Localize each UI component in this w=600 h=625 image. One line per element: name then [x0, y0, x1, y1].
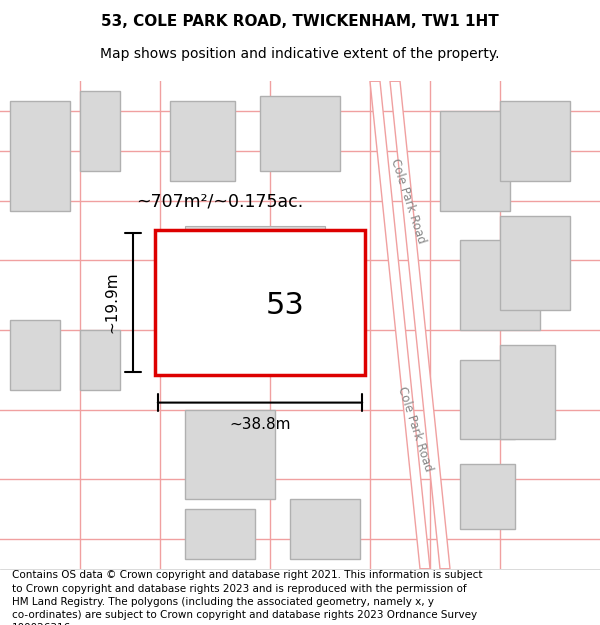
Bar [185, 409, 275, 499]
Text: ~38.8m: ~38.8m [229, 416, 291, 431]
Text: ~19.9m: ~19.9m [104, 272, 119, 333]
Bar [460, 241, 540, 330]
Text: Cole Park Road: Cole Park Road [395, 385, 435, 474]
Bar [460, 360, 515, 439]
Text: 53, COLE PARK ROAD, TWICKENHAM, TW1 1HT: 53, COLE PARK ROAD, TWICKENHAM, TW1 1HT [101, 14, 499, 29]
Bar [80, 330, 120, 389]
Bar [460, 464, 515, 529]
Bar [185, 509, 255, 559]
Bar [170, 101, 235, 181]
Polygon shape [390, 81, 450, 569]
Text: ~707m²/~0.175ac.: ~707m²/~0.175ac. [136, 192, 304, 211]
Bar [500, 345, 555, 439]
Text: Cole Park Road: Cole Park Road [388, 156, 428, 245]
Bar [185, 226, 325, 340]
Text: 53: 53 [266, 291, 305, 320]
Text: Contains OS data © Crown copyright and database right 2021. This information is : Contains OS data © Crown copyright and d… [12, 571, 482, 625]
Bar [155, 231, 365, 375]
Text: Map shows position and indicative extent of the property.: Map shows position and indicative extent… [100, 47, 500, 61]
Bar [80, 91, 120, 171]
Bar [440, 111, 510, 211]
Bar [10, 320, 60, 389]
Polygon shape [370, 81, 430, 569]
Bar [500, 216, 570, 310]
Bar [10, 101, 70, 211]
Bar [290, 499, 360, 559]
Bar [500, 101, 570, 181]
Bar [260, 96, 340, 171]
